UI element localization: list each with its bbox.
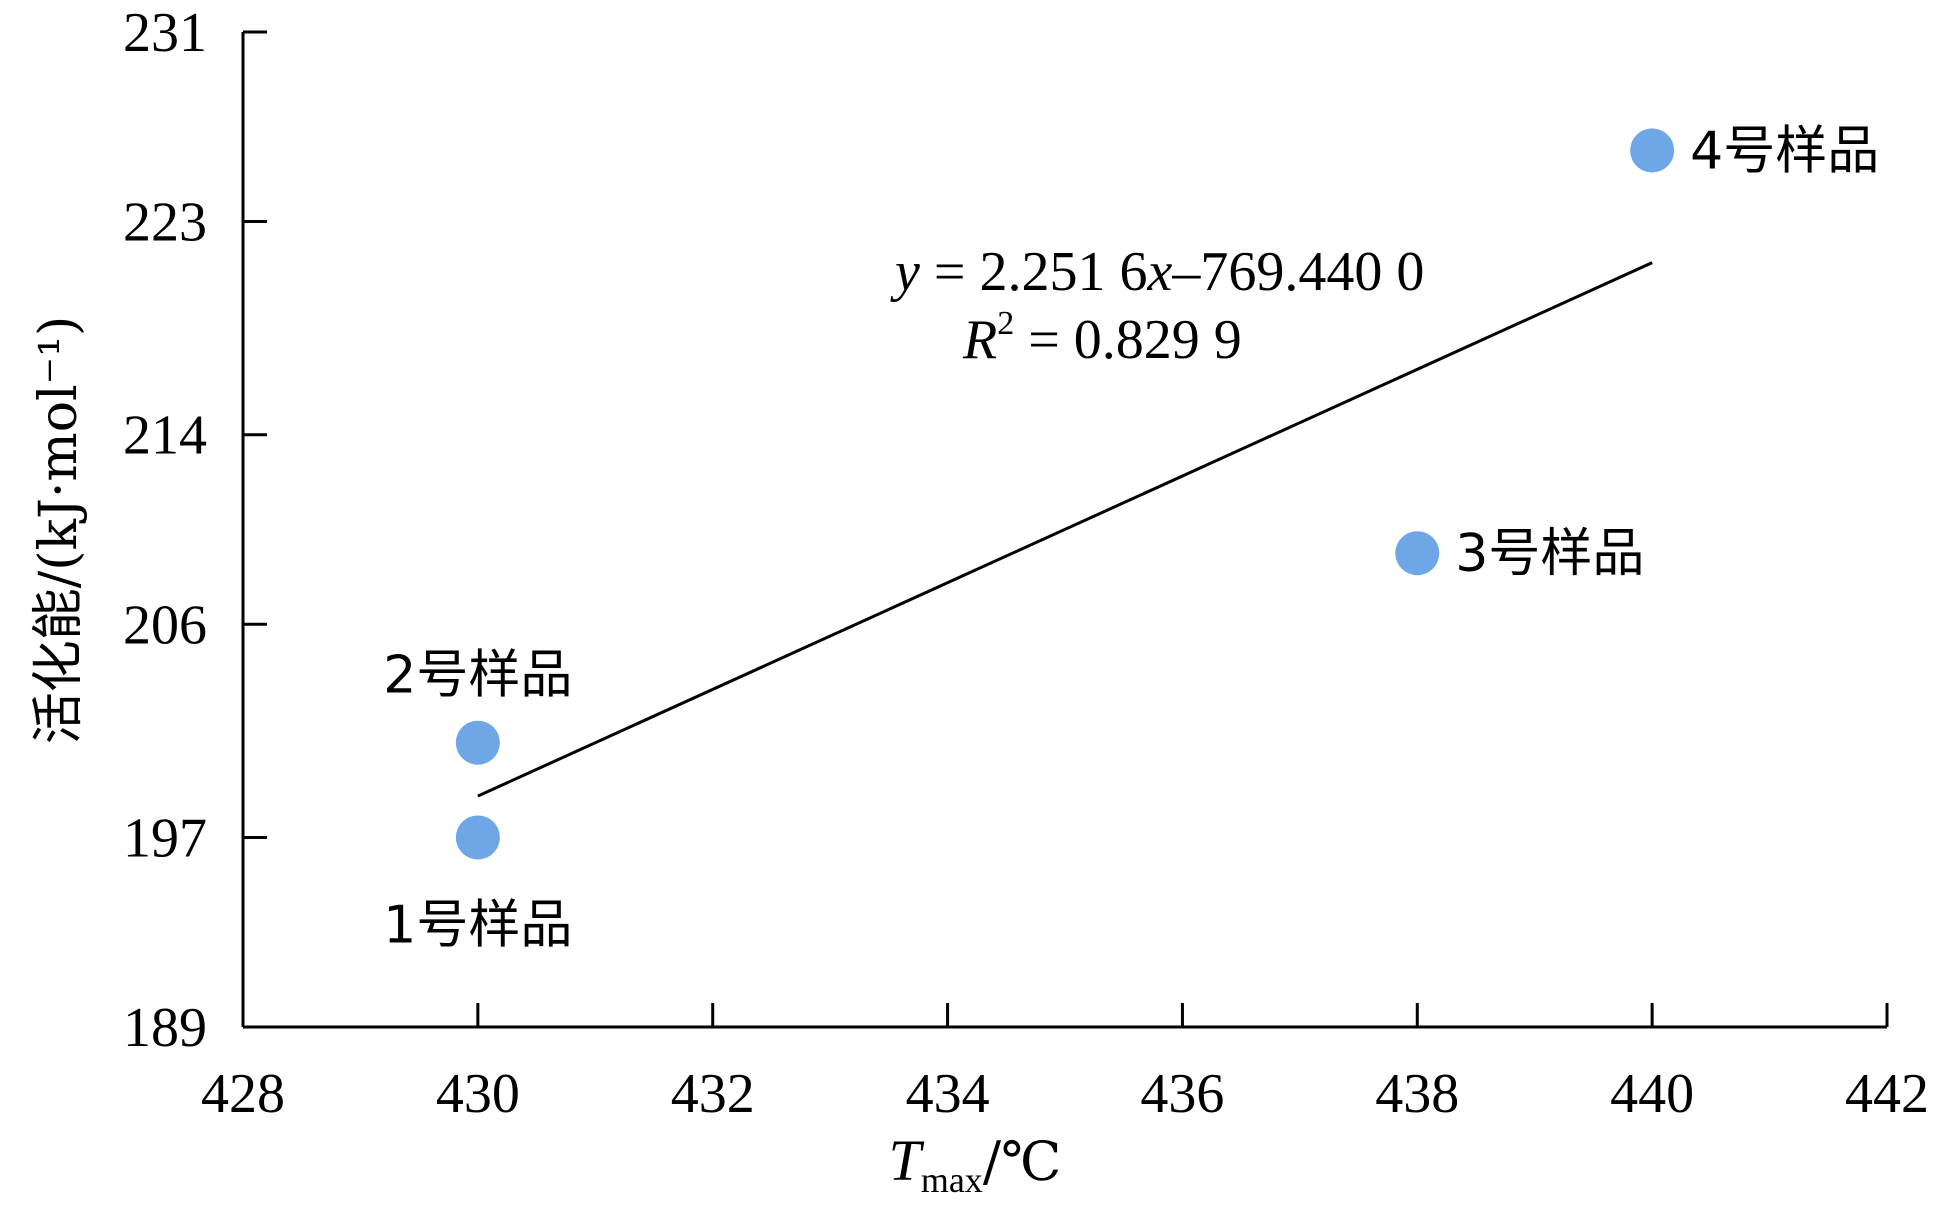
trendline-equation: y = 2.251 6x–769.440 0 R2 = 0.829 9 — [890, 241, 1424, 371]
data-point-label: 2号样品 — [383, 646, 572, 706]
data-point-label: 1号样品 — [383, 895, 572, 955]
axes — [241, 32, 1887, 1029]
x-tick-label: 432 — [671, 1063, 755, 1125]
trendline-group — [477, 261, 1653, 798]
y-tick-label: 206 — [123, 594, 207, 656]
x-tick-label: 430 — [436, 1063, 520, 1125]
data-point — [1395, 531, 1440, 576]
data-point-label: 3号样品 — [1455, 524, 1644, 584]
y-tick-label: 197 — [123, 807, 207, 869]
y-tick-label: 231 — [123, 2, 207, 64]
y-tick-label: 189 — [123, 997, 207, 1059]
data-point — [455, 720, 500, 765]
x-tick-label: 438 — [1375, 1063, 1459, 1125]
y-tick-label: 223 — [123, 192, 207, 254]
x-tick-label: 440 — [1610, 1063, 1694, 1125]
points-group: 1号样品 2号样品 3号样品 4号样品 — [383, 121, 1879, 955]
x-axis-title: Tmax/℃ — [889, 1128, 1062, 1200]
r-squared-line: R2 = 0.829 9 — [962, 305, 1242, 371]
data-point-label: 4号样品 — [1690, 121, 1879, 181]
trendline — [477, 261, 1653, 798]
x-tick-label: 442 — [1845, 1063, 1929, 1125]
data-point — [455, 815, 500, 860]
equation-line: y = 2.251 6x–769.440 0 — [890, 241, 1424, 303]
data-point — [1630, 128, 1675, 173]
x-tick-label: 428 — [201, 1063, 285, 1125]
ticks: 189 197 206 214 223 231 428 430 432 434 436 438 440 4… — [123, 2, 1929, 1125]
y-tick-label: 214 — [123, 405, 207, 467]
x-tick-label: 434 — [906, 1063, 990, 1125]
x-tick-label: 436 — [1140, 1063, 1224, 1125]
y-axis-title: 活化能/(kJ·mol⁻¹) — [29, 316, 89, 745]
